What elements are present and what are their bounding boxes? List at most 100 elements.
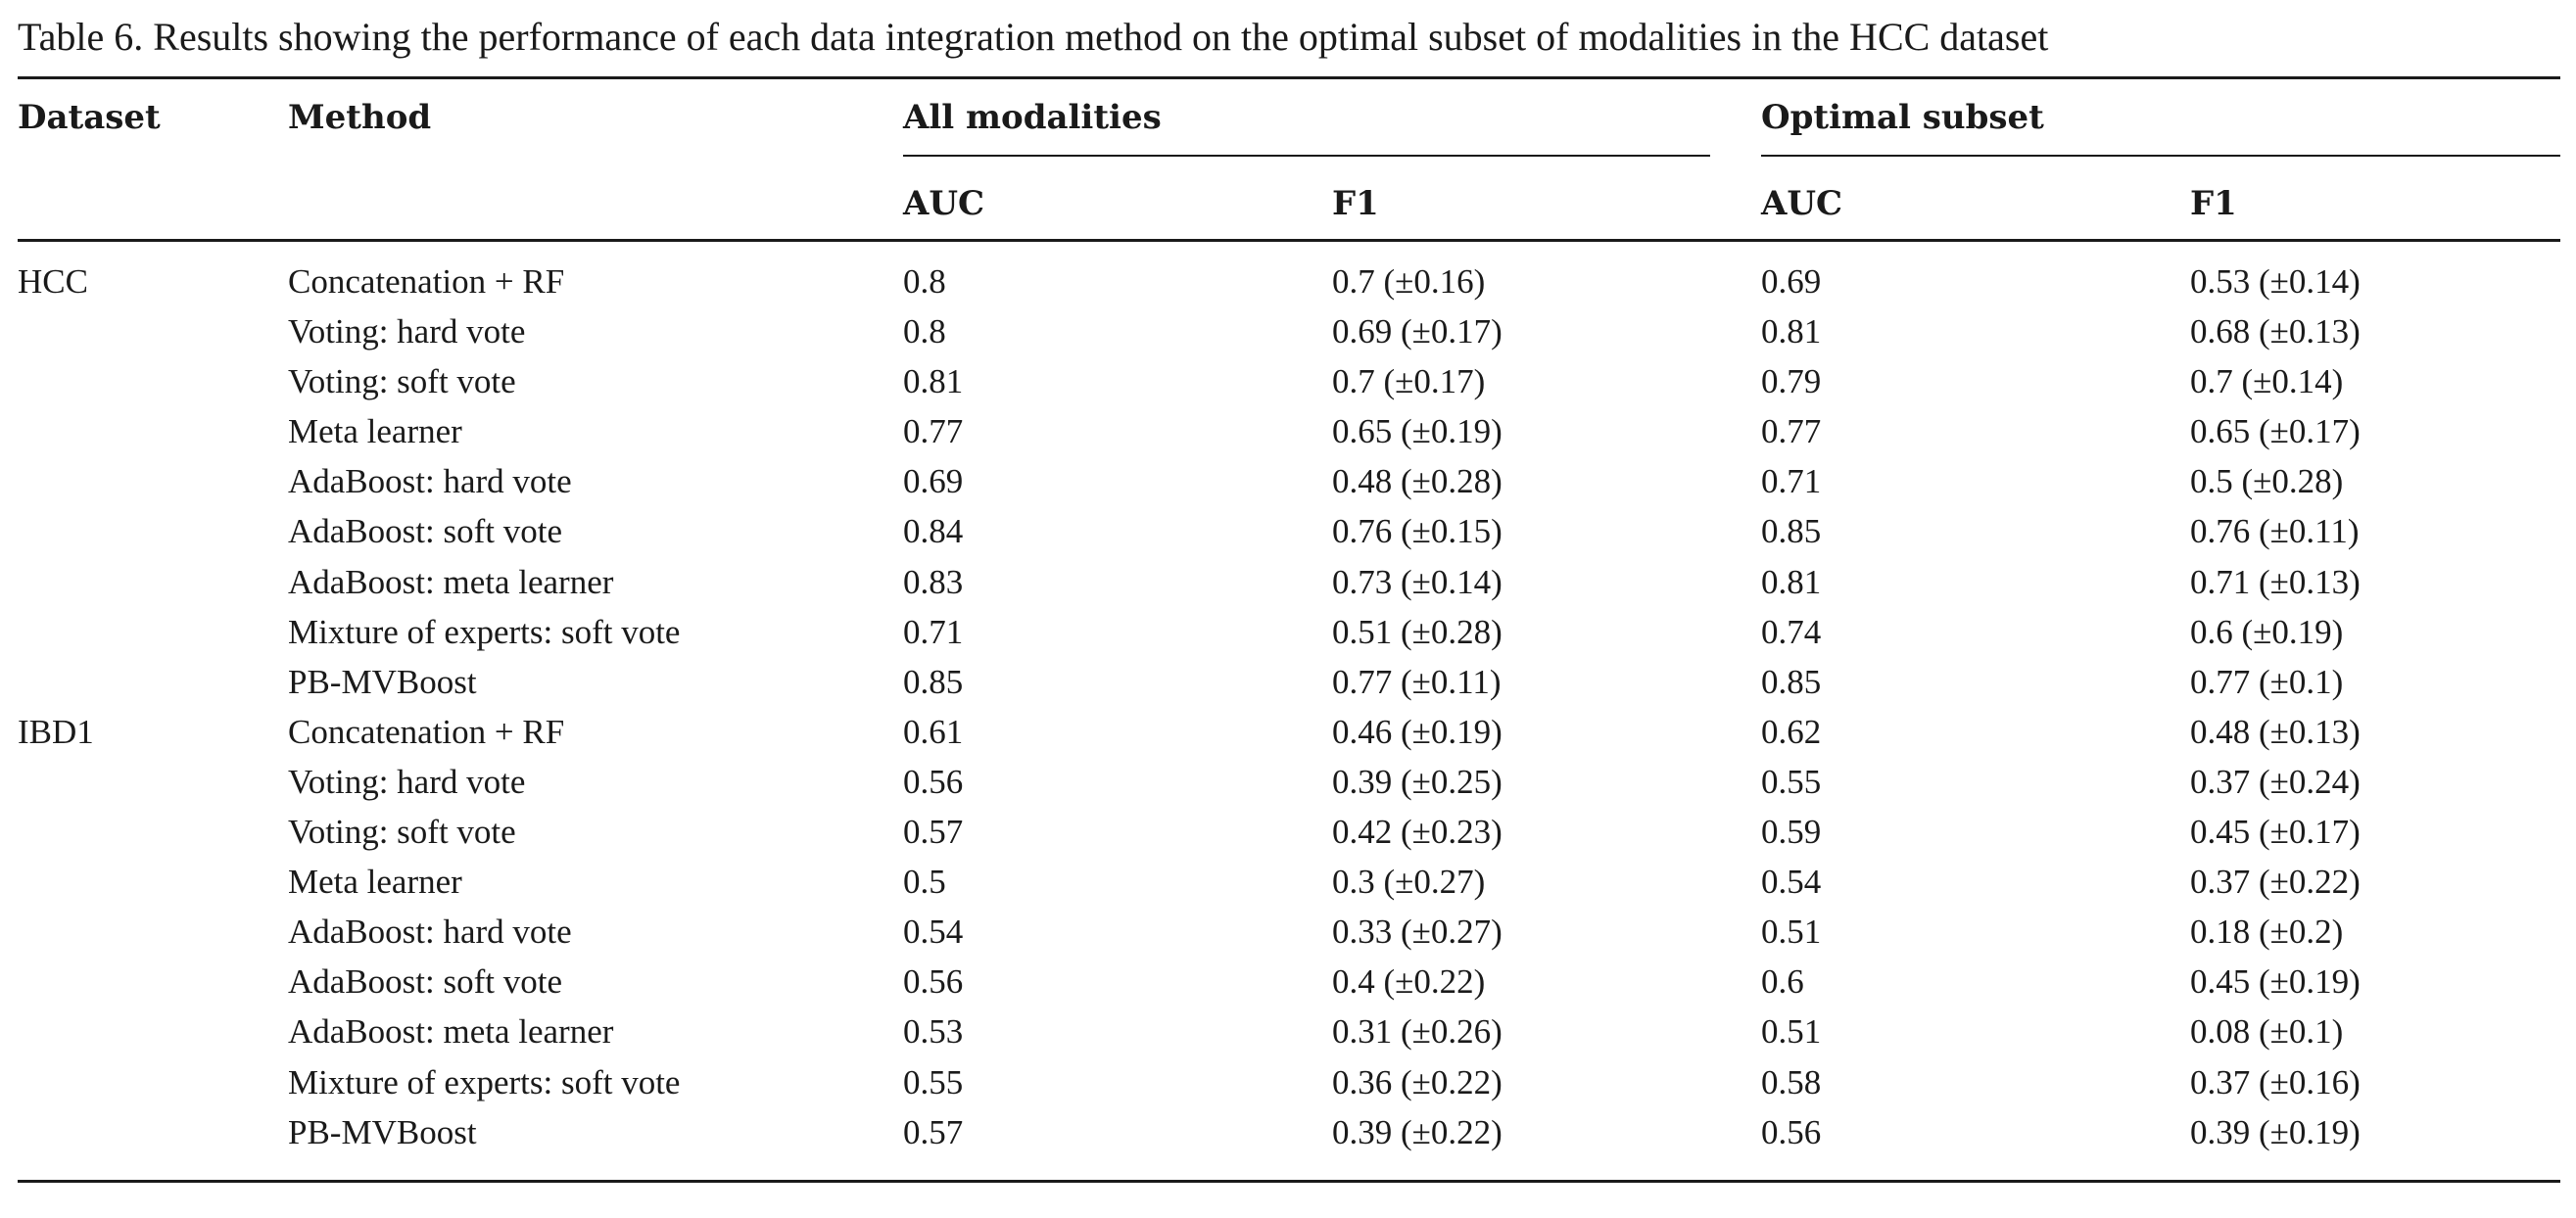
cell-auc-optimal: 0.51 (1761, 913, 1822, 952)
bottom-rule (18, 1180, 2560, 1183)
cell-auc-all: 0.56 (903, 762, 964, 801)
header-auc-optimal: AUC (1761, 184, 1843, 223)
cell-method: AdaBoost: meta learner (288, 1012, 614, 1052)
header-f1-all: F1 (1332, 184, 1379, 223)
table-row: PB-MVBoost 0.57 0.39 (±0.22) 0.56 0.39 (±0.1… (0, 1107, 2576, 1157)
cell-method: Voting: soft vote (288, 362, 516, 401)
cell-auc-optimal: 0.85 (1761, 512, 1822, 551)
table-row: AdaBoost: soft vote 0.56 0.4 (±0.22) 0.6 0.4… (0, 957, 2576, 1007)
cell-f1-all: 0.33 (±0.27) (1332, 913, 1503, 952)
cell-f1-all: 0.7 (±0.17) (1332, 362, 1486, 401)
cell-f1-all: 0.46 (±0.19) (1332, 712, 1503, 751)
table-row: AdaBoost: soft vote 0.84 0.76 (±0.15) 0.85 0… (0, 506, 2576, 556)
cell-f1-optimal: 0.6 (±0.19) (2190, 612, 2344, 651)
cell-method: Meta learner (288, 863, 462, 902)
cell-f1-all: 0.48 (±0.28) (1332, 462, 1503, 501)
cell-method: Meta learner (288, 412, 462, 451)
header-group-optimal-subset: Optimal subset (1761, 98, 2044, 137)
header-dataset: Dataset (18, 98, 161, 137)
cell-auc-optimal: 0.81 (1761, 562, 1822, 601)
cell-f1-optimal: 0.08 (±0.1) (2190, 1012, 2344, 1052)
cell-auc-all: 0.71 (903, 612, 964, 651)
cell-auc-optimal: 0.54 (1761, 863, 1822, 902)
table-row: AdaBoost: hard vote 0.69 0.48 (±0.28) 0.71 0… (0, 456, 2576, 506)
table-row: Mixture of experts: soft vote 0.71 0.51 (±… (0, 607, 2576, 657)
cell-f1-optimal: 0.68 (±0.13) (2190, 312, 2361, 351)
header-group-all-modalities: All modalities (903, 98, 1162, 137)
table-row: Mixture of experts: soft vote 0.55 0.36 (±… (0, 1057, 2576, 1107)
cell-auc-optimal: 0.62 (1761, 712, 1822, 751)
table-row: Voting: hard vote 0.56 0.39 (±0.25) 0.55 0.3… (0, 757, 2576, 807)
cell-method: AdaBoost: soft vote (288, 512, 562, 551)
cell-method: Concatenation + RF (288, 262, 565, 301)
cell-f1-optimal: 0.45 (±0.19) (2190, 962, 2361, 1002)
cell-method: Voting: soft vote (288, 813, 516, 852)
cell-f1-optimal: 0.48 (±0.13) (2190, 712, 2361, 751)
cell-method: AdaBoost: hard vote (288, 462, 572, 501)
table-body: HCC Concatenation + RF 0.8 0.7 (±0.16) 0.69 0… (0, 257, 2576, 1157)
cell-auc-all: 0.57 (903, 813, 964, 852)
cell-auc-optimal: 0.6 (1761, 962, 1804, 1002)
cell-method: PB-MVBoost (288, 1112, 477, 1151)
cell-auc-optimal: 0.69 (1761, 262, 1822, 301)
cell-f1-optimal: 0.37 (±0.24) (2190, 762, 2361, 801)
cell-f1-optimal: 0.37 (±0.22) (2190, 863, 2361, 902)
header-auc-all: AUC (903, 184, 985, 223)
cell-method: AdaBoost: hard vote (288, 913, 572, 952)
cell-f1-all: 0.73 (±0.14) (1332, 562, 1503, 601)
cell-method: Voting: hard vote (288, 762, 526, 801)
cell-auc-optimal: 0.85 (1761, 662, 1822, 701)
cell-auc-all: 0.57 (903, 1112, 964, 1151)
table-caption: Table 6. Results showing the performance… (18, 15, 2049, 59)
cell-auc-all: 0.5 (903, 863, 946, 902)
cell-f1-all: 0.7 (±0.16) (1332, 262, 1486, 301)
cell-auc-all: 0.56 (903, 962, 964, 1002)
table-row: Voting: soft vote 0.57 0.42 (±0.23) 0.59 0.4… (0, 807, 2576, 857)
cell-f1-optimal: 0.77 (±0.1) (2190, 662, 2344, 701)
cell-f1-all: 0.51 (±0.28) (1332, 612, 1503, 651)
cell-method: Voting: hard vote (288, 312, 526, 351)
cell-auc-optimal: 0.77 (1761, 412, 1822, 451)
table-row: Meta learner 0.77 0.65 (±0.19) 0.77 0.65 (±0… (0, 406, 2576, 456)
cell-f1-optimal: 0.39 (±0.19) (2190, 1112, 2361, 1151)
header-rule (18, 239, 2560, 242)
cell-f1-optimal: 0.7 (±0.14) (2190, 362, 2344, 401)
cell-f1-all: 0.42 (±0.23) (1332, 813, 1503, 852)
cell-f1-optimal: 0.37 (±0.16) (2190, 1062, 2361, 1101)
table-row: Voting: hard vote 0.8 0.69 (±0.17) 0.81 0.68… (0, 306, 2576, 356)
cell-auc-optimal: 0.74 (1761, 612, 1822, 651)
cell-auc-all: 0.83 (903, 562, 964, 601)
cell-auc-all: 0.53 (903, 1012, 964, 1052)
cell-f1-all: 0.65 (±0.19) (1332, 412, 1503, 451)
table-row: AdaBoost: meta learner 0.83 0.73 (±0.14) 0.… (0, 557, 2576, 607)
table-row: HCC Concatenation + RF 0.8 0.7 (±0.16) 0.69 0… (0, 257, 2576, 306)
cell-auc-all: 0.69 (903, 462, 964, 501)
cell-method: AdaBoost: soft vote (288, 962, 562, 1002)
cell-f1-all: 0.36 (±0.22) (1332, 1062, 1503, 1101)
cell-f1-all: 0.77 (±0.11) (1332, 662, 1502, 701)
cell-auc-optimal: 0.51 (1761, 1012, 1822, 1052)
cell-auc-all: 0.77 (903, 412, 964, 451)
cell-auc-optimal: 0.59 (1761, 813, 1822, 852)
cell-f1-optimal: 0.65 (±0.17) (2190, 412, 2361, 451)
table-row: AdaBoost: hard vote 0.54 0.33 (±0.27) 0.51 0… (0, 907, 2576, 957)
cell-method: PB-MVBoost (288, 662, 477, 701)
cell-auc-optimal: 0.71 (1761, 462, 1822, 501)
header-method: Method (288, 98, 432, 137)
cell-method: Mixture of experts: soft vote (288, 612, 681, 651)
group-rule-all-modalities (903, 155, 1710, 157)
cell-auc-all: 0.8 (903, 262, 946, 301)
cell-f1-all: 0.76 (±0.15) (1332, 512, 1503, 551)
group-rule-optimal-subset (1761, 155, 2560, 157)
cell-f1-optimal: 0.76 (±0.11) (2190, 512, 2360, 551)
cell-auc-all: 0.8 (903, 312, 946, 351)
cell-auc-optimal: 0.56 (1761, 1112, 1822, 1151)
cell-f1-optimal: 0.5 (±0.28) (2190, 462, 2344, 501)
cell-f1-all: 0.39 (±0.22) (1332, 1112, 1503, 1151)
cell-dataset: HCC (18, 262, 88, 301)
cell-f1-all: 0.3 (±0.27) (1332, 863, 1486, 902)
cell-f1-optimal: 0.53 (±0.14) (2190, 262, 2361, 301)
cell-method: Mixture of experts: soft vote (288, 1062, 681, 1101)
cell-auc-all: 0.61 (903, 712, 964, 751)
